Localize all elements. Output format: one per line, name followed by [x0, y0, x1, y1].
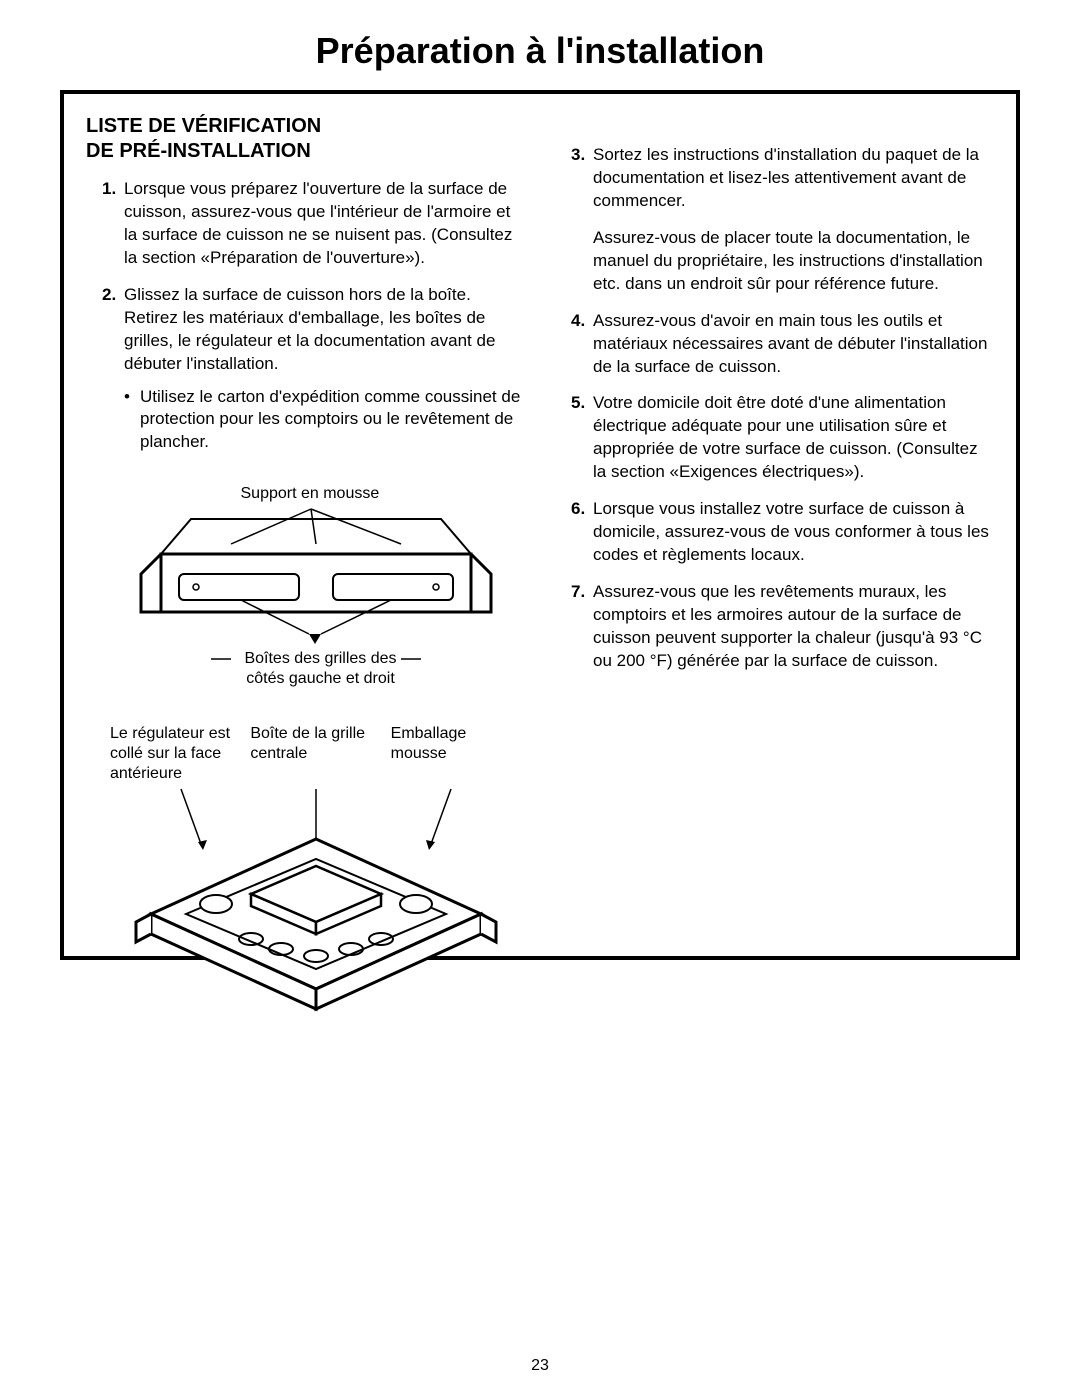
- heading-line2: DE PRÉ-INSTALLATION: [86, 140, 311, 162]
- list-item-3: 3. Sortez les instructions d'installatio…: [573, 144, 994, 213]
- item-number: 1.: [102, 178, 116, 201]
- fig2-label-center: Boîte de la grille centrale: [250, 724, 380, 784]
- section-heading: LISTE DE VÉRIFICATION DE PRÉ-INSTALLATIO…: [86, 114, 525, 164]
- fig2-label-left: Le régulateur est collé sur la face anté…: [110, 724, 240, 784]
- list-item-5: 5. Votre domicile doit être doté d'une a…: [573, 392, 994, 484]
- cooktop-diagram-icon: [121, 784, 511, 1014]
- item-number: 4.: [571, 310, 585, 333]
- columns: LISTE DE VÉRIFICATION DE PRÉ-INSTALLATIO…: [86, 114, 994, 1021]
- item-text: Assurez-vous que les revêtements muraux,…: [593, 582, 982, 670]
- page-title: Préparation à l'installation: [60, 30, 1020, 72]
- item-number: 7.: [571, 581, 585, 604]
- fig1-label-bottom: Boîtes des grilles des côtés gauche et d…: [236, 649, 406, 687]
- heading-line1: LISTE DE VÉRIFICATION: [86, 115, 321, 137]
- sub-bullets: Utilisez le carton d'expédition comme co…: [124, 386, 525, 455]
- item-text: Sortez les instructions d'installation d…: [593, 145, 979, 210]
- item-text: Votre domicile doit être doté d'une alim…: [593, 393, 978, 481]
- bullet-item: Utilisez le carton d'expédition comme co…: [124, 386, 525, 455]
- checklist-left: 1. Lorsque vous préparez l'ouverture de …: [86, 178, 525, 454]
- item-text: Assurez-vous d'avoir en main tous les ou…: [593, 311, 987, 376]
- figure-1: Support en mousse: [121, 484, 511, 704]
- checklist-right-cont: 4. Assurez-vous d'avoir en main tous les…: [555, 310, 994, 673]
- list-item-1: 1. Lorsque vous préparez l'ouverture de …: [104, 178, 525, 270]
- figure-1-block: Support en mousse: [86, 484, 525, 1021]
- page: Préparation à l'installation LISTE DE VÉ…: [0, 0, 1080, 1397]
- fig1-label-top: Support en mousse: [241, 484, 380, 503]
- item-number: 3.: [571, 144, 585, 167]
- item-number: 6.: [571, 498, 585, 521]
- list-item-7: 7. Assurez-vous que les revêtements mura…: [573, 581, 994, 673]
- checklist-right: 3. Sortez les instructions d'installatio…: [555, 144, 994, 213]
- list-item-6: 6. Lorsque vous installez votre surface …: [573, 498, 994, 567]
- item-number: 5.: [571, 392, 585, 415]
- left-column: LISTE DE VÉRIFICATION DE PRÉ-INSTALLATIO…: [86, 114, 525, 1021]
- figure-2: [121, 784, 511, 1021]
- fig2-label-right: Emballage mousse: [391, 724, 521, 784]
- list-item-4: 4. Assurez-vous d'avoir en main tous les…: [573, 310, 994, 379]
- item-3-sub: Assurez-vous de placer toute la document…: [555, 227, 994, 296]
- list-item-2: 2. Glissez la surface de cuisson hors de…: [104, 284, 525, 455]
- item-text: Glissez la surface de cuisson hors de la…: [124, 285, 495, 373]
- fig2-labels-row: Le régulateur est collé sur la face anté…: [106, 724, 525, 784]
- item-text: Lorsque vous préparez l'ouverture de la …: [124, 179, 512, 267]
- item-text: Lorsque vous installez votre surface de …: [593, 499, 989, 564]
- right-column: 3. Sortez les instructions d'installatio…: [555, 114, 994, 1021]
- content-frame: LISTE DE VÉRIFICATION DE PRÉ-INSTALLATIO…: [60, 90, 1020, 960]
- page-number: 23: [0, 1357, 1080, 1375]
- item-number: 2.: [102, 284, 116, 307]
